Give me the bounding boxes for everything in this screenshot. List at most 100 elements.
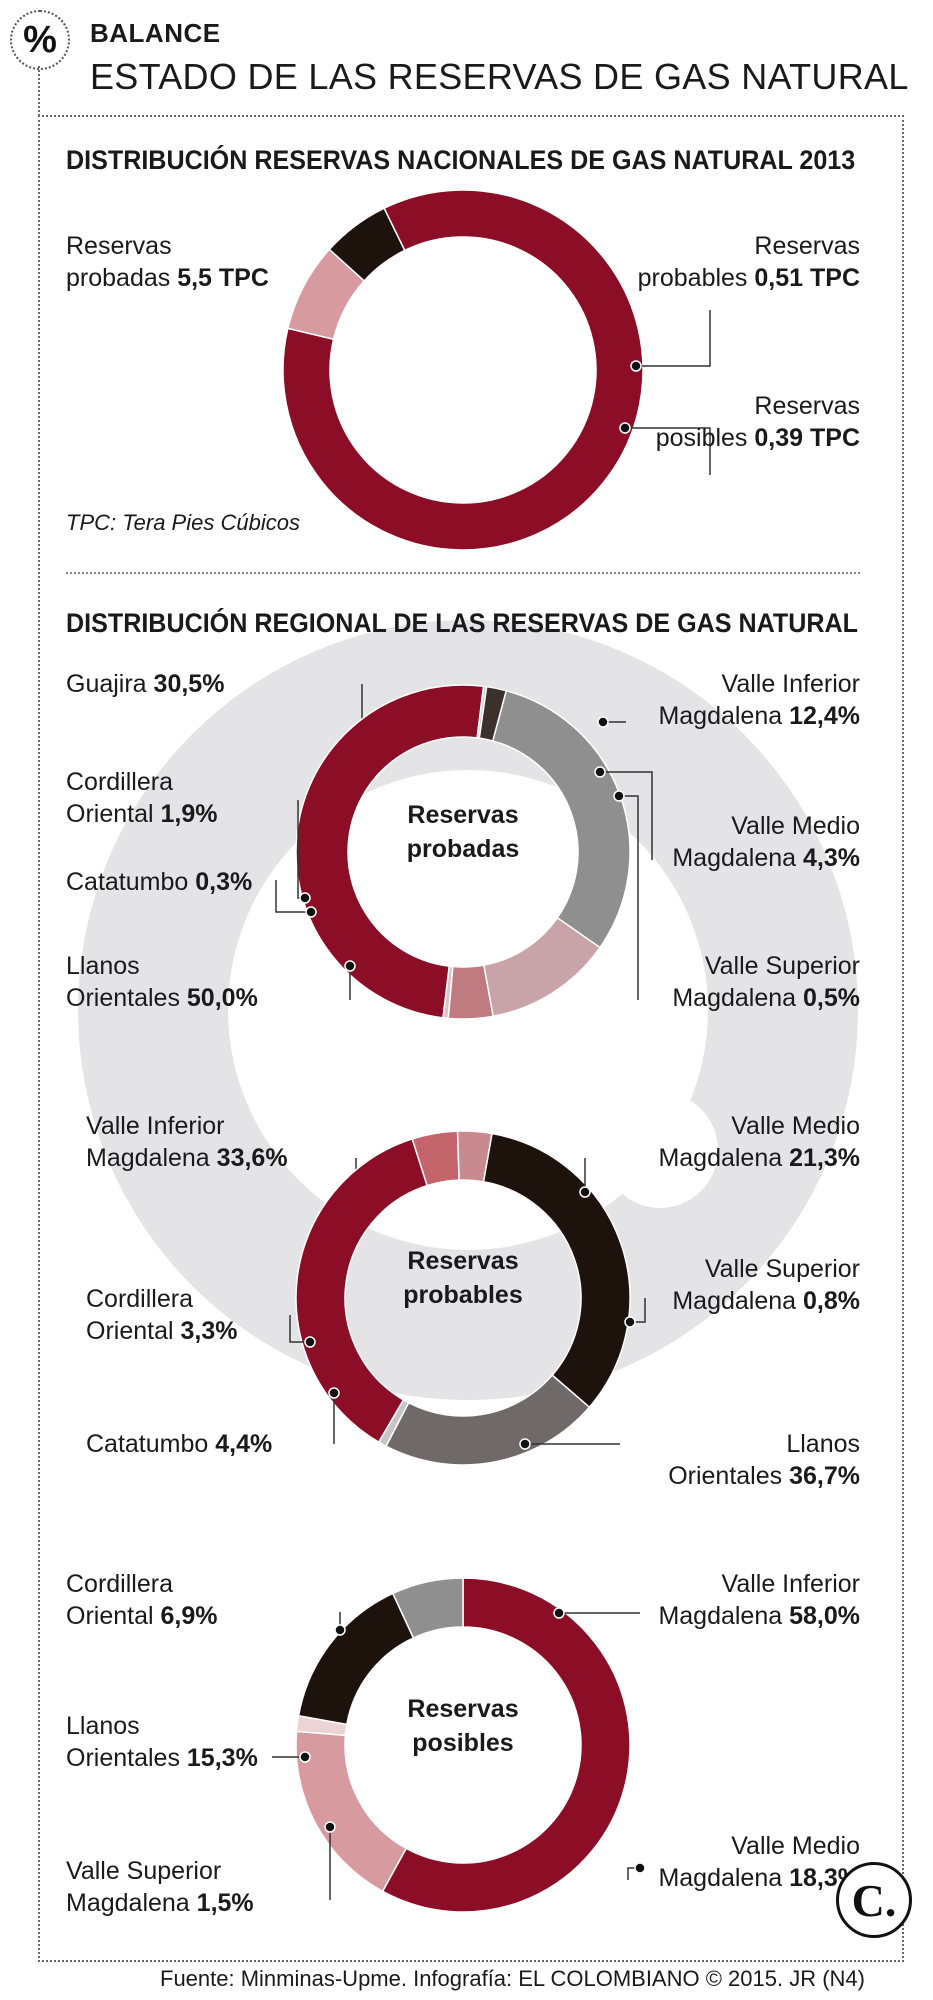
leader-line [619, 795, 639, 1000]
slice-value: 50,0% [186, 984, 258, 1012]
slice-label: Catatumbo 4,4% [86, 1428, 272, 1460]
donut-center-line: posibles [412, 1729, 514, 1757]
leader-dot [579, 1186, 591, 1198]
slice-label-line1: Valle Superior [704, 1255, 860, 1283]
slice-label: Valle Medio Magdalena 18,3% [658, 1830, 860, 1894]
leader-line [625, 427, 711, 475]
slice-value: 36,7% [789, 1462, 860, 1490]
logo-glyph: C. [851, 1874, 897, 1926]
donut-center-line: Reservas [407, 1247, 519, 1275]
slice-name: Orientales [66, 984, 180, 1012]
leader-dot [519, 1438, 531, 1450]
slice-name: Magdalena [658, 1144, 783, 1172]
header-connector [38, 66, 40, 116]
slice-label: Valle Medio Magdalena 4,3% [672, 810, 860, 874]
slice-label-line1: Valle Medio [731, 1112, 860, 1140]
slice-label-line2: Oriental 1,9% [66, 798, 217, 830]
slice-label: Llanos Orientales 15,3% [66, 1710, 258, 1774]
slice-value: 1,9% [160, 800, 218, 828]
slice-label: Reservas probables 0,51 TPC [638, 230, 860, 294]
donut-center-line: Reservas [407, 1695, 519, 1723]
donut-center-line: probadas [406, 835, 520, 863]
leader-dot [597, 716, 609, 728]
slice-label-line1: Valle Medio [731, 1832, 860, 1860]
slice-value: 4,3% [803, 844, 860, 872]
leader-dot [328, 1387, 340, 1399]
slice-value: 33,6% [216, 1144, 288, 1172]
slice-label-line2: Orientales 50,0% [66, 982, 258, 1014]
donut-center-label: Reservas probables [363, 1244, 563, 1312]
percent-glyph: % [23, 18, 57, 61]
donut-slice [478, 685, 508, 742]
slice-label-line2: Magdalena 0,8% [672, 1285, 860, 1317]
slice-label-line2: Magdalena 1,5% [66, 1887, 254, 1919]
slice-name: Oriental [66, 1602, 154, 1630]
leader-dot [619, 422, 631, 434]
slice-value: 0,39 TPC [754, 424, 860, 452]
leader-dot [299, 892, 311, 904]
slice-label-line2: Orientales 36,7% [668, 1460, 860, 1492]
slice-label-line1: Valle Inferior [721, 1570, 861, 1598]
slice-label-line2: Magdalena 33,6% [86, 1142, 288, 1174]
slice-label: Catatumbo 0,3% [66, 866, 252, 898]
slice-label-line1: Reservas [754, 392, 860, 420]
donut-slice [328, 207, 406, 282]
slice-label-line1: Cordillera [86, 1285, 193, 1313]
slice-label-line1: Reservas [754, 232, 860, 260]
slice-label-line1: Valle Superior [66, 1857, 222, 1885]
leader-dot [624, 1316, 636, 1328]
source-credit: Fuente: Minminas-Upme. Infografía: EL CO… [160, 1966, 865, 1991]
leader-dot [634, 1862, 646, 1874]
donut-center-label: Reservas posibles [363, 1692, 563, 1760]
slice-label-line2: Catatumbo 0,3% [66, 866, 252, 898]
donut-chart-3 [289, 1130, 646, 1466]
leader-dot [594, 766, 606, 778]
slice-label-line1: Valle Medio [731, 812, 860, 840]
slice-name: Magdalena [658, 1602, 783, 1630]
regional-section-title: DISTRIBUCIÓN REGIONAL DE LAS RESERVAS DE… [66, 608, 858, 638]
slice-name: Magdalena [658, 702, 783, 730]
slice-label: Valle Medio Magdalena 21,3% [658, 1110, 860, 1174]
slice-name: probables [637, 264, 748, 292]
donut-chart-1 [282, 189, 711, 551]
slice-label: Valle Inferior Magdalena 12,4% [658, 668, 860, 732]
slice-value: 0,5% [803, 984, 860, 1012]
slice-value: 30,5% [153, 670, 225, 698]
slice-label: Reservas probadas 5,5 TPC [66, 230, 269, 294]
slice-value: 21,3% [789, 1144, 860, 1172]
slice-label-line1: Valle Inferior [721, 670, 861, 698]
donut-chart-4 [272, 1577, 646, 1913]
donut-center-line: probables [403, 1281, 523, 1309]
slice-label: Valle Superior Magdalena 0,5% [672, 950, 860, 1014]
slice-name: Orientales [66, 1744, 180, 1772]
donut-slice [282, 189, 644, 551]
slice-name: Magdalena [86, 1144, 210, 1172]
slice-label-line2: Catatumbo 4,4% [86, 1428, 272, 1460]
slice-label-line1: Llanos [66, 952, 140, 980]
donut-slice [385, 1374, 591, 1466]
slice-label-line2: Magdalena 58,0% [658, 1600, 860, 1632]
slice-name: Oriental [86, 1317, 174, 1345]
kicker: BALANCE [90, 18, 221, 48]
donut-center-label: Reservas probadas [363, 798, 563, 866]
slice-label: Guajira 30,5% [66, 668, 224, 700]
slice-name: Magdalena [66, 1889, 190, 1917]
slice-value: 15,3% [186, 1744, 258, 1772]
slice-name: posibles [655, 424, 748, 452]
slice-label-line2: probables 0,51 TPC [638, 262, 860, 294]
slice-value: 0,51 TPC [754, 264, 860, 292]
leader-line [600, 771, 653, 860]
slice-label: Llanos Orientales 50,0% [66, 950, 258, 1014]
slice-label: Valle Inferior Magdalena 58,0% [658, 1568, 860, 1632]
leader-dot [299, 1751, 311, 1763]
slice-value: 0,8% [803, 1287, 860, 1315]
slice-label-line2: probadas 5,5 TPC [66, 262, 269, 294]
donut-slice [391, 1577, 464, 1639]
slice-label: Cordillera Oriental 3,3% [86, 1283, 237, 1347]
content-frame [38, 115, 904, 1962]
leader-dot [334, 1624, 346, 1636]
slice-name: Orientales [668, 1462, 783, 1490]
slice-name: probadas [66, 264, 171, 292]
